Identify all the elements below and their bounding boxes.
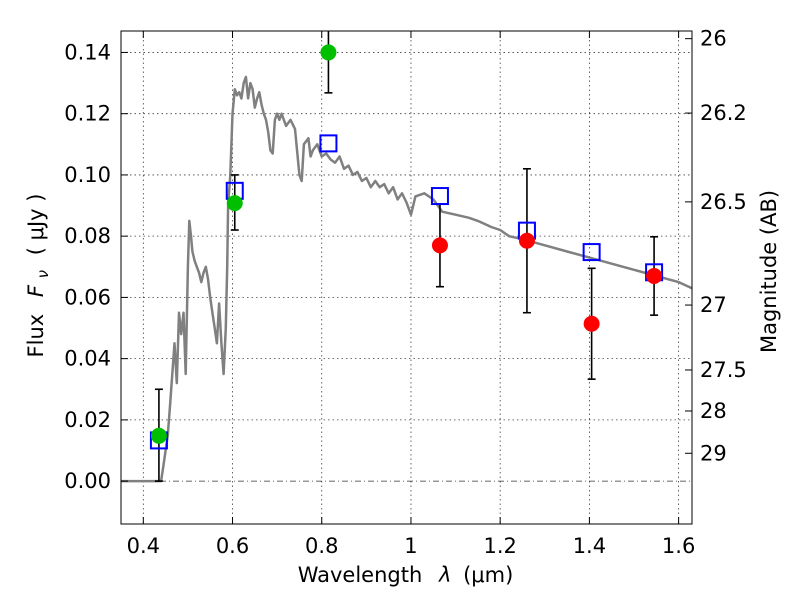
observed-point	[518, 232, 535, 249]
y-tick-label: 0.08	[64, 224, 111, 248]
y-axis-title-subscript: ν	[34, 270, 52, 278]
observed-point	[431, 237, 448, 254]
y-axis-title-symbol: F	[24, 284, 48, 297]
right-tick-labels: 26 26.2 26.5 27 27.5 28 29	[700, 27, 747, 466]
y-tick-label: 0.06	[64, 285, 111, 309]
x-axis-title-unit: (μm)	[463, 563, 513, 587]
tick-marks	[121, 31, 692, 524]
x-tick-label: 0.8	[305, 534, 338, 558]
y-tick-labels: 0.00 0.02 0.04 0.06 0.08 0.10 0.12 0.14	[64, 40, 111, 493]
right-tick-label: 26.5	[700, 190, 747, 214]
model-layer	[121, 75, 692, 483]
grid	[121, 31, 692, 524]
right-tick-label: 26	[700, 27, 727, 51]
x-tick-label: 1.4	[573, 534, 606, 558]
y-tick-label: 0.04	[64, 347, 111, 371]
x-axis-title-text: Wavelength	[298, 563, 423, 587]
model-spectrum-line	[121, 75, 692, 483]
right-tick-label: 27.5	[700, 358, 747, 382]
x-tick-label: 0.4	[127, 534, 160, 558]
y-tick-label: 0.10	[64, 163, 111, 187]
x-axis-title-symbol: λ	[438, 563, 451, 587]
y-tick-label: 0.12	[64, 102, 111, 126]
observed-point	[646, 267, 663, 284]
x-tick-label: 0.6	[216, 534, 249, 558]
x-tick-label: 1.6	[662, 534, 695, 558]
model-photometry-square	[319, 134, 338, 153]
y-tick-label: 0.00	[64, 469, 111, 493]
observed-point	[150, 427, 167, 444]
observed-point	[583, 315, 600, 332]
x-tick-label: 1.2	[483, 534, 516, 558]
right-tick-label: 28	[700, 399, 727, 423]
model-photometry-square	[430, 187, 449, 206]
y-tick-label: 0.14	[64, 40, 111, 64]
x-tick-labels: 0.4 0.6 0.8 1 1.2 1.4 1.6	[127, 534, 696, 558]
plot-content	[121, 31, 692, 483]
observed-point	[320, 44, 337, 61]
right-tick-label: 26.2	[700, 101, 747, 125]
marker-layer	[149, 44, 664, 450]
y-axis-title: Flux F ν ( μJy )	[24, 194, 53, 358]
right-tick-label: 29	[700, 441, 727, 465]
y-axis-title-text: Flux	[24, 314, 48, 358]
x-tick-label: 1	[404, 534, 417, 558]
y-tick-label: 0.02	[64, 408, 111, 432]
error-bar-layer	[154, 31, 659, 482]
observed-point	[226, 195, 243, 212]
model-photometry-square	[582, 243, 601, 262]
right-tick-label: 27	[700, 293, 727, 317]
y-axis-title-unit: ( μJy )	[24, 194, 48, 256]
right-axis-title: Magnitude (AB)	[757, 190, 781, 353]
plot-frame	[120, 30, 693, 525]
x-axis-title: Wavelength λ (μm)	[298, 563, 514, 587]
